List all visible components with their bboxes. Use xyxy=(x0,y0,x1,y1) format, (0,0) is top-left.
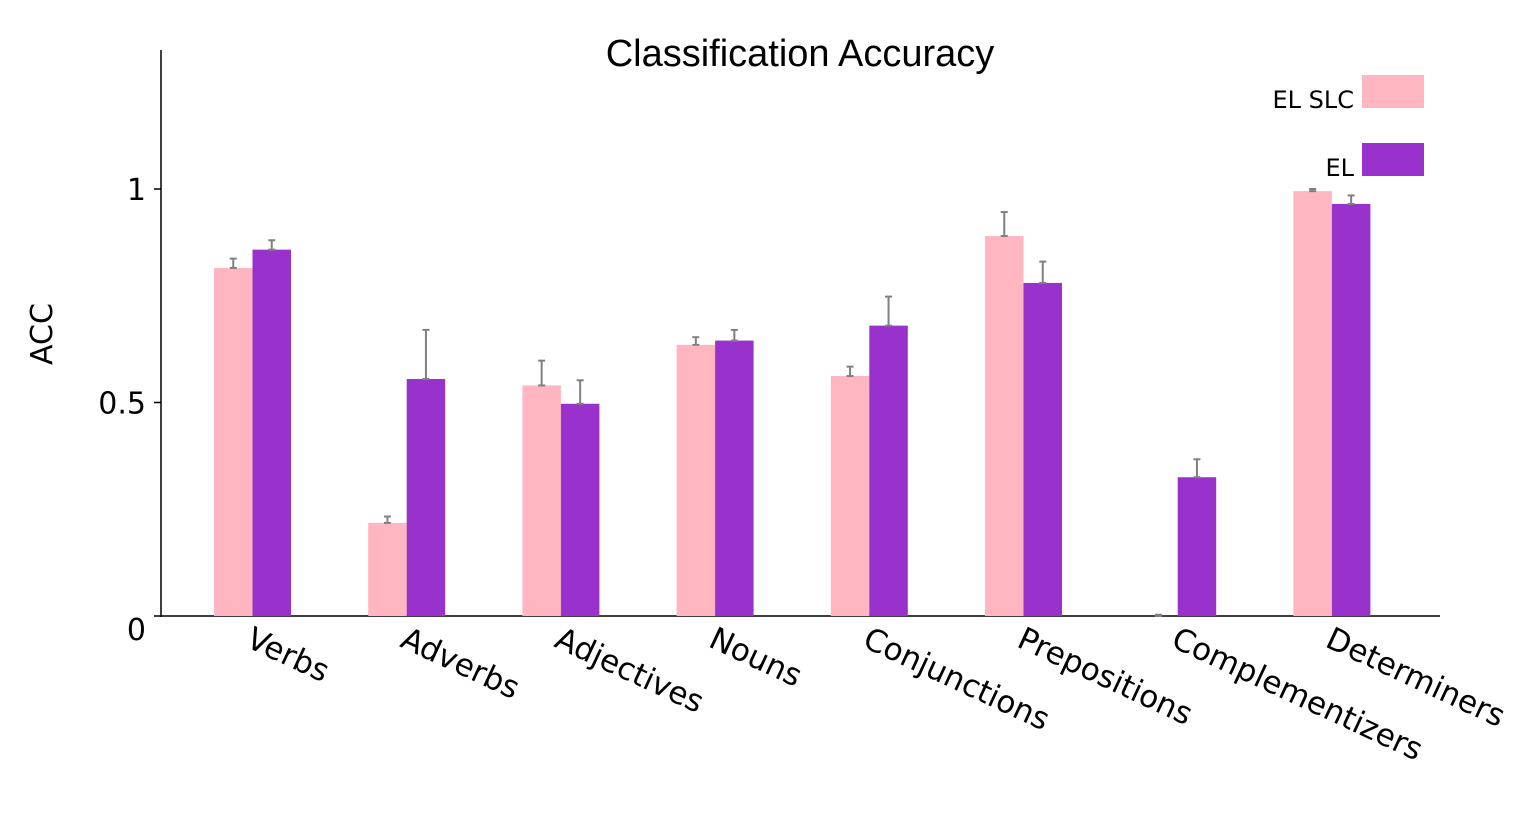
y-ticks: 00.51 xyxy=(98,173,161,648)
bar-el-slc xyxy=(1293,191,1332,616)
error-bar xyxy=(1347,194,1355,205)
error-bar xyxy=(229,257,237,269)
bar-el-slc xyxy=(368,522,407,616)
y-tick-label: 0 xyxy=(127,613,146,648)
bar-el xyxy=(1331,203,1371,616)
x-tick-label: Verbs xyxy=(241,621,335,690)
bar-el xyxy=(560,403,600,616)
legend-swatch xyxy=(1362,143,1424,176)
legend-label: EL SLC xyxy=(1272,86,1354,114)
legend-label: EL xyxy=(1325,154,1354,182)
y-axis-label: ACC xyxy=(25,303,60,365)
error-bar xyxy=(268,239,276,251)
error-bar xyxy=(1193,458,1201,479)
error-bar xyxy=(538,359,546,387)
bar-el xyxy=(715,340,754,616)
bar-el xyxy=(252,249,291,616)
error-bars xyxy=(229,188,1355,617)
error-bar xyxy=(692,336,700,346)
error-bar xyxy=(576,379,584,405)
error-bar xyxy=(383,515,391,524)
y-tick-label: 1 xyxy=(127,173,146,208)
error-bar xyxy=(730,328,738,342)
error-bar xyxy=(1039,260,1047,284)
chart-title: Classification Accuracy xyxy=(606,33,995,75)
legend-swatch xyxy=(1362,75,1424,108)
error-bar xyxy=(846,365,854,378)
error-bar xyxy=(1154,613,1162,617)
x-tick-label: Adjectives xyxy=(550,621,710,721)
x-tick-label: Nouns xyxy=(704,621,808,695)
error-bar xyxy=(1000,211,1008,237)
bar-el xyxy=(406,379,446,616)
bar-el-slc xyxy=(522,385,561,616)
bar-el-slc xyxy=(676,344,716,616)
x-tick-label: Adverbs xyxy=(395,621,525,707)
bar-el xyxy=(869,325,908,616)
bar-el-slc xyxy=(830,376,870,616)
error-bar xyxy=(422,328,430,381)
bar-el xyxy=(1177,477,1217,616)
x-tick-label: Complementizers xyxy=(1166,621,1428,769)
bar-el-slc xyxy=(214,267,253,616)
legend: EL SLC EL xyxy=(1272,75,1424,182)
error-bar xyxy=(1309,188,1317,193)
error-bar xyxy=(885,295,893,327)
y-tick-label: 0.5 xyxy=(98,387,146,422)
bars xyxy=(214,191,1371,616)
bar-el xyxy=(1023,282,1062,616)
bar-el-slc xyxy=(985,235,1024,616)
